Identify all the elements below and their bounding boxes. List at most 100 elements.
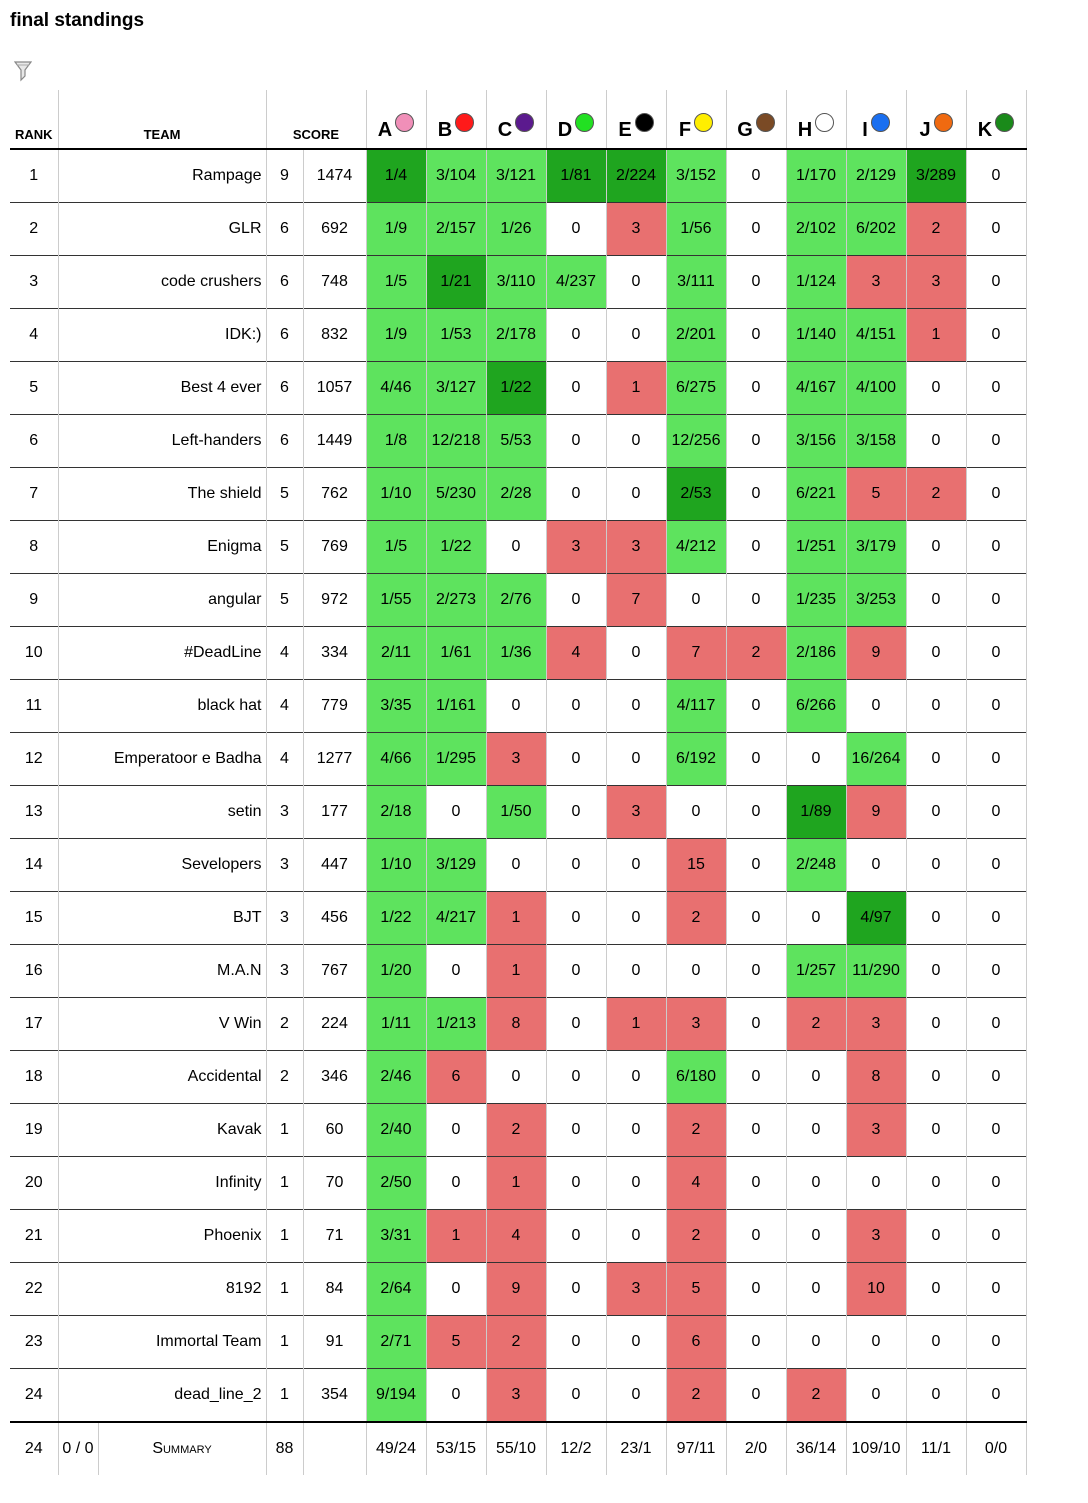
problem-cell-b[interactable]: 2/157	[426, 202, 487, 256]
problem-cell-i[interactable]: 6/202	[846, 202, 907, 256]
problem-cell-i[interactable]: 4/151	[846, 308, 907, 362]
problem-cell-c[interactable]: 2/76	[486, 573, 547, 627]
score-header[interactable]: SCORE	[266, 90, 367, 149]
problem-cell-d[interactable]: 0	[546, 1315, 607, 1369]
problem-cell-i[interactable]: 10	[846, 1262, 907, 1316]
problem-cell-a[interactable]: 2/11	[366, 626, 427, 680]
rank-header[interactable]: RANK	[10, 90, 59, 149]
problem-cell-h[interactable]: 1/251	[786, 520, 847, 574]
problem-cell-e[interactable]: 0	[606, 1156, 667, 1210]
problem-cell-f[interactable]: 3	[666, 997, 727, 1051]
problem-cell-c[interactable]: 1	[486, 891, 547, 945]
problem-cell-e[interactable]: 0	[606, 255, 667, 309]
problem-cell-i[interactable]: 3/179	[846, 520, 907, 574]
problem-cell-d[interactable]: 0	[546, 1209, 607, 1263]
problem-cell-i[interactable]: 8	[846, 1050, 907, 1104]
problem-cell-j[interactable]: 0	[906, 1262, 967, 1316]
problem-cell-c[interactable]: 2	[486, 1103, 547, 1157]
problem-cell-c[interactable]: 3/110	[486, 255, 547, 309]
problem-cell-e[interactable]: 0	[606, 626, 667, 680]
problem-cell-b[interactable]: 0	[426, 785, 487, 839]
problem-cell-e[interactable]: 0	[606, 732, 667, 786]
problem-cell-a[interactable]: 1/5	[366, 255, 427, 309]
problem-cell-a[interactable]: 2/18	[366, 785, 427, 839]
problem-cell-b[interactable]: 1/22	[426, 520, 487, 574]
problem-cell-f[interactable]: 6	[666, 1315, 727, 1369]
problem-header-d[interactable]: D	[546, 90, 607, 149]
problem-cell-d[interactable]: 0	[546, 1262, 607, 1316]
problem-cell-e[interactable]: 0	[606, 1050, 667, 1104]
problem-cell-b[interactable]: 4/217	[426, 891, 487, 945]
problem-cell-i[interactable]: 2/129	[846, 148, 907, 203]
problem-cell-k[interactable]: 0	[966, 148, 1027, 203]
problem-cell-d[interactable]: 0	[546, 1103, 607, 1157]
problem-header-k[interactable]: K	[966, 90, 1027, 149]
problem-cell-a[interactable]: 4/66	[366, 732, 427, 786]
problem-cell-h[interactable]: 3/156	[786, 414, 847, 468]
problem-cell-a[interactable]: 1/55	[366, 573, 427, 627]
problem-cell-b[interactable]: 3/129	[426, 838, 487, 892]
problem-header-g[interactable]: G	[726, 90, 787, 149]
problem-cell-d[interactable]: 0	[546, 202, 607, 256]
problem-cell-c[interactable]: 1/50	[486, 785, 547, 839]
problem-cell-a[interactable]: 1/5	[366, 520, 427, 574]
problem-cell-e[interactable]: 1	[606, 997, 667, 1051]
problem-cell-b[interactable]: 3/127	[426, 361, 487, 415]
problem-cell-j[interactable]: 0	[906, 891, 967, 945]
problem-cell-j[interactable]: 3/289	[906, 148, 967, 203]
problem-cell-d[interactable]: 0	[546, 1050, 607, 1104]
problem-cell-i[interactable]: 3	[846, 997, 907, 1051]
problem-cell-k[interactable]: 0	[966, 1050, 1027, 1104]
problem-cell-a[interactable]: 4/46	[366, 361, 427, 415]
problem-cell-g[interactable]: 0	[726, 361, 787, 415]
problem-cell-k[interactable]: 0	[966, 1156, 1027, 1210]
problem-cell-i[interactable]: 3	[846, 255, 907, 309]
problem-cell-a[interactable]: 1/11	[366, 997, 427, 1051]
problem-cell-e[interactable]: 0	[606, 1368, 667, 1422]
problem-cell-d[interactable]: 0	[546, 785, 607, 839]
problem-cell-i[interactable]: 3/158	[846, 414, 907, 468]
problem-cell-f[interactable]: 12/256	[666, 414, 727, 468]
problem-cell-a[interactable]: 1/9	[366, 202, 427, 256]
problem-cell-d[interactable]: 0	[546, 944, 607, 998]
problem-cell-h[interactable]: 4/167	[786, 361, 847, 415]
problem-header-a[interactable]: A	[366, 90, 427, 149]
problem-cell-g[interactable]: 0	[726, 255, 787, 309]
problem-cell-b[interactable]: 1/61	[426, 626, 487, 680]
problem-cell-f[interactable]: 4/117	[666, 679, 727, 733]
problem-cell-k[interactable]: 0	[966, 414, 1027, 468]
problem-cell-g[interactable]: 0	[726, 838, 787, 892]
problem-cell-f[interactable]: 1/56	[666, 202, 727, 256]
problem-cell-g[interactable]: 0	[726, 1262, 787, 1316]
problem-cell-h[interactable]: 2/248	[786, 838, 847, 892]
problem-cell-c[interactable]: 0	[486, 520, 547, 574]
problem-cell-d[interactable]: 0	[546, 573, 607, 627]
problem-header-h[interactable]: H	[786, 90, 847, 149]
problem-cell-g[interactable]: 0	[726, 308, 787, 362]
problem-cell-b[interactable]: 1	[426, 1209, 487, 1263]
problem-cell-e[interactable]: 3	[606, 202, 667, 256]
problem-cell-i[interactable]: 9	[846, 785, 907, 839]
problem-cell-j[interactable]: 0	[906, 997, 967, 1051]
problem-cell-g[interactable]: 0	[726, 573, 787, 627]
problem-cell-j[interactable]: 0	[906, 732, 967, 786]
problem-cell-h[interactable]: 0	[786, 732, 847, 786]
problem-cell-g[interactable]: 0	[726, 1368, 787, 1422]
problem-cell-j[interactable]: 0	[906, 361, 967, 415]
problem-cell-h[interactable]: 0	[786, 891, 847, 945]
problem-cell-g[interactable]: 0	[726, 891, 787, 945]
problem-cell-k[interactable]: 0	[966, 785, 1027, 839]
problem-cell-d[interactable]: 0	[546, 308, 607, 362]
problem-cell-g[interactable]: 0	[726, 520, 787, 574]
problem-cell-d[interactable]: 0	[546, 361, 607, 415]
problem-cell-c[interactable]: 1/22	[486, 361, 547, 415]
problem-cell-e[interactable]: 0	[606, 838, 667, 892]
problem-header-i[interactable]: I	[846, 90, 907, 149]
problem-cell-k[interactable]: 0	[966, 732, 1027, 786]
problem-cell-a[interactable]: 2/46	[366, 1050, 427, 1104]
problem-cell-f[interactable]: 4/212	[666, 520, 727, 574]
problem-cell-c[interactable]: 1/26	[486, 202, 547, 256]
problem-cell-j[interactable]: 3	[906, 255, 967, 309]
problem-cell-h[interactable]: 2/102	[786, 202, 847, 256]
problem-cell-i[interactable]: 0	[846, 1156, 907, 1210]
